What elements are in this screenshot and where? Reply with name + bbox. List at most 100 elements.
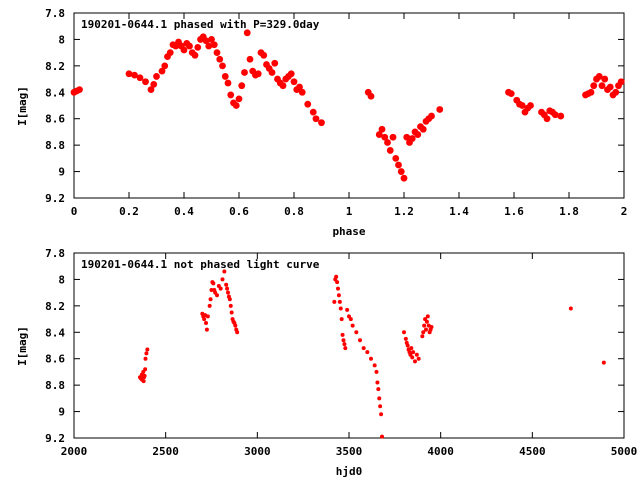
data-point: [150, 80, 158, 88]
data-point: [527, 102, 534, 109]
data-point: [334, 274, 339, 279]
data-point: [224, 282, 229, 287]
data-point: [143, 367, 148, 372]
data-point: [216, 55, 224, 63]
data-point: [224, 79, 232, 87]
data-point: [518, 102, 526, 109]
data-point: [595, 73, 603, 80]
data-point: [551, 111, 559, 119]
data-point: [243, 29, 251, 37]
data-point: [228, 303, 233, 308]
data-point: [378, 125, 386, 133]
y-tick-label: 8: [58, 273, 65, 286]
data-point: [375, 131, 383, 138]
data-point: [414, 131, 422, 138]
data-point: [389, 133, 397, 141]
data-point: [372, 363, 377, 368]
data-point: [337, 299, 342, 304]
data-point: [298, 88, 306, 96]
data-point: [557, 112, 565, 120]
data-point: [204, 321, 208, 326]
data-point: [225, 286, 230, 291]
data-point: [194, 43, 202, 51]
x-tick-label: 5000: [611, 445, 638, 458]
data-point: [397, 168, 405, 175]
data-point: [403, 133, 411, 141]
data-point: [125, 70, 133, 78]
x-tick-label: 2000: [61, 445, 88, 458]
data-point: [375, 380, 380, 385]
y-tick-label: 9: [58, 166, 65, 179]
data-point: [202, 37, 210, 45]
data-point: [227, 297, 232, 302]
y-tick-label: 8.8: [45, 379, 65, 392]
data-point: [238, 82, 246, 90]
data-point: [141, 379, 146, 384]
data-point: [606, 83, 614, 91]
data-point: [425, 314, 430, 319]
data-point: [161, 62, 169, 70]
data-point: [241, 69, 248, 76]
chart-title: 190201-0644.1 not phased light curve: [81, 258, 320, 271]
data-point: [345, 307, 350, 312]
y-tick-label: 8: [58, 33, 65, 46]
data-point: [210, 41, 218, 49]
x-tick-label: 2500: [152, 445, 179, 458]
data-point: [424, 327, 428, 332]
data-point: [142, 373, 147, 378]
data-point: [207, 303, 212, 308]
y-tick-label: 8.4: [45, 86, 65, 99]
data-point: [338, 306, 343, 311]
y-tick-label: 9.2: [45, 192, 65, 205]
data-point: [416, 356, 421, 361]
data-point: [153, 73, 160, 80]
data-point: [332, 299, 337, 304]
data-point: [378, 404, 383, 409]
data-point: [296, 83, 303, 91]
data-point: [365, 350, 370, 355]
data-point: [191, 51, 199, 59]
data-point: [290, 78, 298, 86]
data-point: [279, 82, 287, 90]
x-tick-label: 1.2: [394, 205, 414, 218]
data-point: [367, 92, 375, 100]
data-point: [395, 161, 402, 169]
data-point: [598, 82, 606, 90]
data-point: [204, 327, 209, 332]
data-point: [377, 396, 382, 401]
data-point: [343, 346, 348, 351]
data-point: [361, 346, 366, 351]
data-point: [211, 281, 216, 286]
data-point: [414, 352, 419, 357]
y-tick-label: 8.2: [45, 60, 65, 73]
data-point: [402, 330, 406, 335]
y-tick-label: 7.8: [45, 7, 65, 20]
y-axis-label: I[mag]: [16, 86, 29, 126]
x-tick-label: 2: [621, 205, 628, 218]
data-point: [335, 280, 340, 285]
data-point: [410, 355, 415, 360]
y-tick-label: 8.6: [45, 353, 65, 366]
data-point: [209, 288, 214, 292]
data-point: [369, 356, 373, 361]
data-point: [403, 336, 408, 341]
x-tick-label: 1.4: [449, 205, 469, 218]
data-point: [144, 351, 149, 356]
data-point: [254, 70, 262, 78]
data-point: [601, 75, 609, 83]
y-axis-label: I[mag]: [16, 326, 29, 366]
x-axis-label: hjd0: [336, 465, 363, 478]
data-point: [208, 36, 215, 43]
data-point: [436, 106, 444, 113]
data-point: [186, 42, 193, 50]
data-point: [309, 108, 317, 116]
y-tick-label: 9.2: [45, 432, 65, 445]
data-point: [76, 86, 83, 94]
data-point: [617, 78, 625, 86]
data-point: [409, 346, 414, 351]
unphased-light-curve-panel: 2000 2500 3000 3500 4000 4500 5000 7.8 8 8.2 8.4 8.…: [16, 247, 637, 478]
data-point: [205, 314, 210, 319]
data-point: [271, 59, 279, 67]
data-point: [376, 387, 381, 392]
